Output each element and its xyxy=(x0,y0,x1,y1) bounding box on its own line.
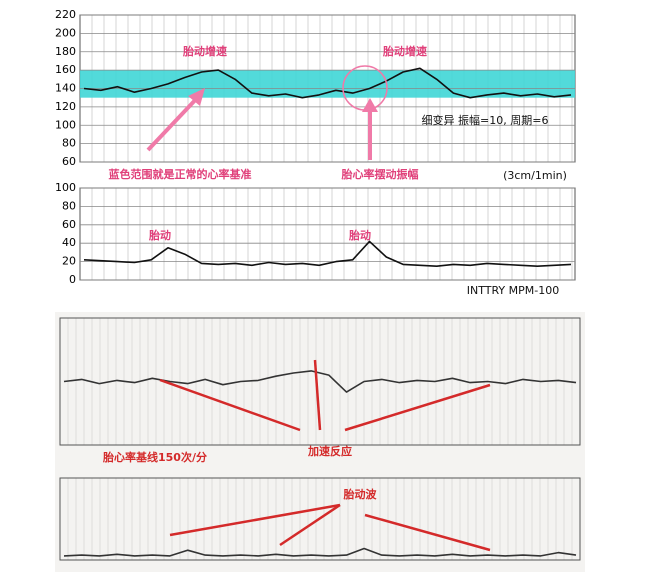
annotation: 胎动 xyxy=(348,228,371,242)
plot-frame xyxy=(59,477,581,561)
arrow-head xyxy=(188,88,205,106)
trace-line xyxy=(83,67,572,99)
annotation: 加速反应 xyxy=(307,444,352,458)
trace-line xyxy=(63,370,577,393)
annotation: 胎动增速 xyxy=(382,44,427,58)
arrows xyxy=(146,65,388,160)
annotation: 胎动 xyxy=(148,228,171,242)
annotation: 胎心率基线150次/分 xyxy=(102,450,207,464)
y-tick-label: 40 xyxy=(62,236,76,249)
trace-line xyxy=(83,240,572,267)
arrow xyxy=(364,513,491,552)
y-tick-label: 140 xyxy=(55,82,76,95)
y-tick-label: 160 xyxy=(55,63,76,76)
annotation: 胎动增速 xyxy=(182,44,227,58)
arrow xyxy=(313,359,322,431)
annotation: 细变异 振幅=10, 周期=6 xyxy=(422,113,549,127)
y-tick-label: 20 xyxy=(62,255,76,268)
trace-line xyxy=(63,547,577,557)
y-tick-label: 80 xyxy=(62,199,76,212)
photo-paper xyxy=(55,312,585,572)
annotation: 胎心率摆动振幅 xyxy=(341,167,419,181)
annotation: (3cm/1min) xyxy=(503,169,567,182)
arrow xyxy=(169,503,341,537)
annotation: 蓝色范围就是正常的心率基准 xyxy=(109,167,252,181)
plot-frame xyxy=(59,317,581,446)
y-tick-label: 100 xyxy=(55,118,76,131)
y-tick-label: 120 xyxy=(55,100,76,113)
arrow xyxy=(146,93,202,152)
y-tick-label: 180 xyxy=(55,45,76,58)
annotation: INTTRY MPM-100 xyxy=(467,284,559,297)
y-tick-label: 80 xyxy=(62,137,76,150)
y-tick-label: 220 xyxy=(55,8,76,21)
annotation: 胎动波 xyxy=(343,487,378,501)
y-tick-label: 60 xyxy=(62,218,76,231)
arrow xyxy=(279,503,341,547)
arrow xyxy=(159,378,301,432)
arrow xyxy=(344,383,491,432)
y-tick-label: 0 xyxy=(69,273,76,286)
y-tick-label: 60 xyxy=(62,155,76,168)
red-arrows xyxy=(159,359,491,552)
y-tick-label: 100 xyxy=(55,181,76,194)
highlight-circle xyxy=(342,65,388,111)
y-tick-label: 200 xyxy=(55,26,76,39)
